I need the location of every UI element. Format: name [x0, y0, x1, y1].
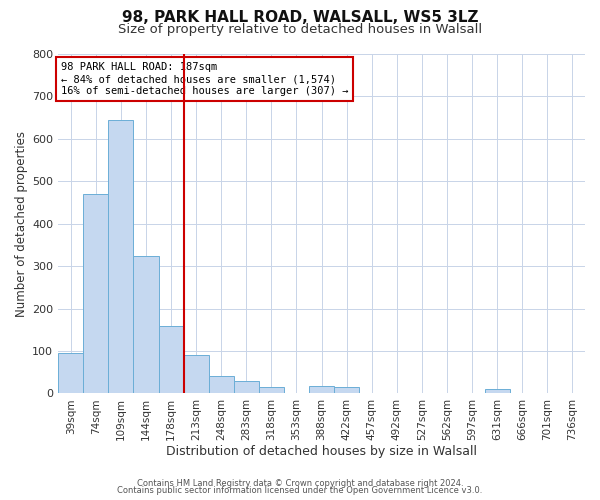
Bar — [209, 376, 234, 394]
Bar — [133, 256, 158, 394]
Bar — [259, 387, 284, 394]
Bar — [485, 389, 510, 394]
Bar — [309, 386, 334, 394]
Bar — [158, 326, 184, 394]
Bar — [184, 355, 209, 394]
X-axis label: Distribution of detached houses by size in Walsall: Distribution of detached houses by size … — [166, 444, 477, 458]
Text: Contains public sector information licensed under the Open Government Licence v3: Contains public sector information licen… — [118, 486, 482, 495]
Text: Contains HM Land Registry data © Crown copyright and database right 2024.: Contains HM Land Registry data © Crown c… — [137, 478, 463, 488]
Bar — [334, 387, 359, 394]
Text: 98, PARK HALL ROAD, WALSALL, WS5 3LZ: 98, PARK HALL ROAD, WALSALL, WS5 3LZ — [122, 10, 478, 25]
Text: Size of property relative to detached houses in Walsall: Size of property relative to detached ho… — [118, 22, 482, 36]
Y-axis label: Number of detached properties: Number of detached properties — [15, 130, 28, 316]
Bar — [109, 120, 133, 394]
Bar — [83, 194, 109, 394]
Bar — [234, 382, 259, 394]
Bar — [58, 353, 83, 394]
Text: 98 PARK HALL ROAD: 187sqm
← 84% of detached houses are smaller (1,574)
16% of se: 98 PARK HALL ROAD: 187sqm ← 84% of detac… — [61, 62, 348, 96]
